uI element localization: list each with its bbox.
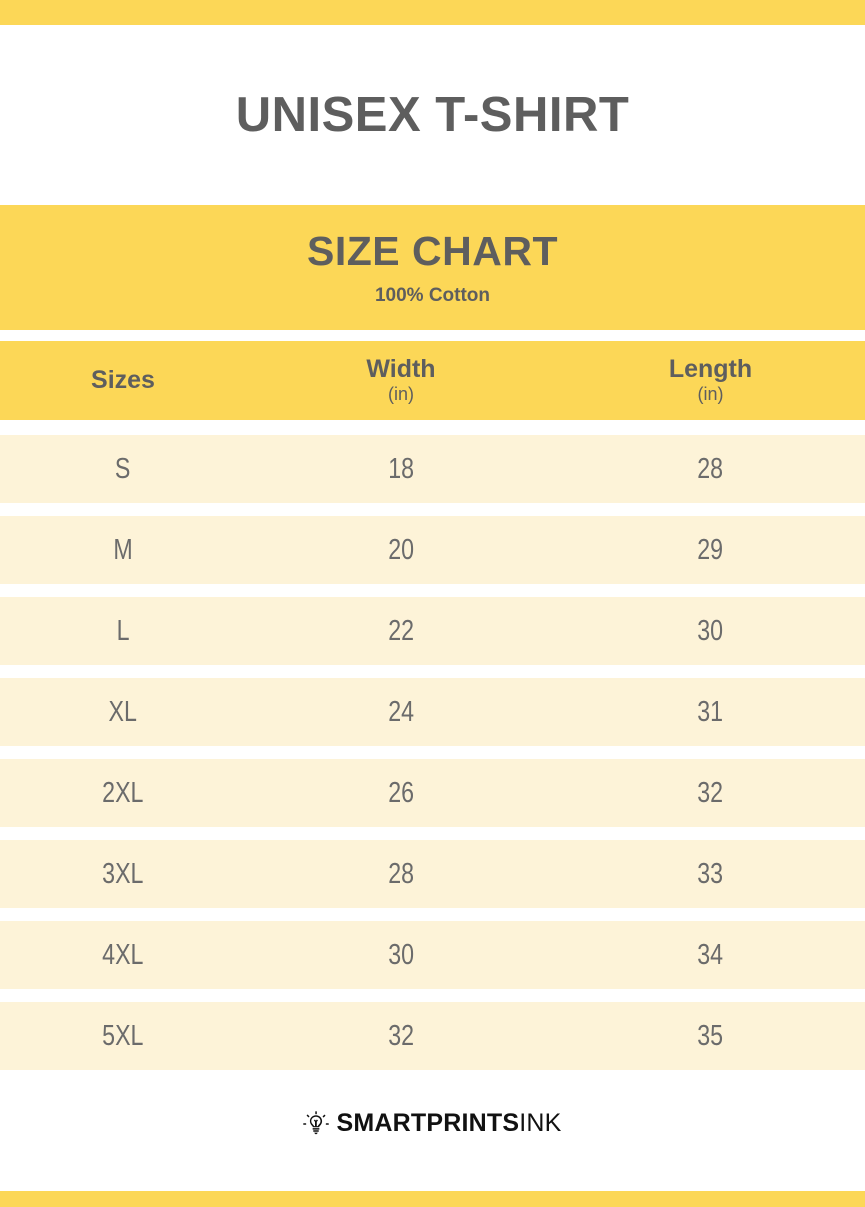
lightbulb-icon	[303, 1110, 330, 1137]
cell-width-value: 30	[388, 938, 414, 971]
cell-length-value: 32	[697, 776, 724, 809]
brand-logo: SMARTPRINTSINK	[303, 1111, 561, 1137]
cell-size: L	[0, 614, 246, 647]
cell-width-value: 26	[388, 776, 414, 809]
cell-size-value: 3XL	[102, 857, 144, 890]
table-header-row: Sizes Width (in) Length (in)	[0, 341, 865, 420]
table-row: 2XL 26 32	[0, 759, 865, 827]
banner-divider	[0, 330, 865, 341]
cell-length: 32	[556, 776, 865, 809]
product-title-section: UNISEX T-SHIRT	[0, 25, 865, 205]
cell-length-value: 35	[697, 1019, 724, 1052]
header-cell-sizes: Sizes	[0, 368, 246, 393]
cell-length: 30	[556, 614, 865, 647]
cell-width-value: 22	[388, 614, 414, 647]
bottom-accent-bar	[0, 1191, 865, 1207]
cell-length-value: 31	[697, 695, 724, 728]
header-cell-length: Length (in)	[556, 356, 865, 404]
cell-width: 22	[246, 614, 556, 647]
header-cell-width: Width (in)	[246, 356, 556, 404]
cell-width: 30	[246, 938, 556, 971]
cell-size-value: XL	[108, 695, 138, 728]
cell-length-value: 33	[697, 857, 724, 890]
cell-size-value: 5XL	[102, 1019, 144, 1052]
brand-wordmark: SMARTPRINTSINK	[336, 1111, 561, 1136]
cell-width: 32	[246, 1019, 556, 1052]
cell-size-value: 4XL	[102, 938, 144, 971]
cell-size: 5XL	[0, 1019, 246, 1052]
cell-length-value: 29	[697, 533, 724, 566]
header-unit-width: (in)	[388, 383, 414, 404]
table-row: 5XL 32 35	[0, 1002, 865, 1070]
cell-width-value: 28	[388, 857, 414, 890]
cell-length: 35	[556, 1019, 865, 1052]
cell-size: XL	[0, 695, 246, 728]
page-title: UNISEX T-SHIRT	[235, 87, 630, 142]
cell-width: 28	[246, 857, 556, 890]
cell-size-value: L	[116, 614, 130, 647]
size-table: Sizes Width (in) Length (in) S 18 28 M 20 29 L…	[0, 341, 865, 1070]
cell-size-value: M	[113, 533, 133, 566]
cell-length-value: 34	[697, 938, 724, 971]
header-row-divider	[0, 420, 865, 435]
cell-length: 29	[556, 533, 865, 566]
cell-size: 3XL	[0, 857, 246, 890]
cell-width: 20	[246, 533, 556, 566]
cell-width-value: 32	[388, 1019, 414, 1052]
table-row: XL 24 31	[0, 678, 865, 746]
table-row: M 20 29	[0, 516, 865, 584]
brand-name-secondary: INK	[519, 1109, 562, 1137]
cell-length: 31	[556, 695, 865, 728]
table-row: L 22 30	[0, 597, 865, 665]
cell-width: 26	[246, 776, 556, 809]
cell-size-value: S	[115, 452, 131, 485]
banner-title: SIZE CHART	[307, 228, 558, 275]
table-row: 4XL 30 34	[0, 921, 865, 989]
banner-subtitle: 100% Cotton	[374, 284, 491, 306]
header-label-length: Length	[668, 355, 753, 384]
cell-size-value: 2XL	[102, 776, 144, 809]
cell-length-value: 30	[697, 614, 724, 647]
table-row: S 18 28	[0, 435, 865, 503]
cell-width-value: 24	[388, 695, 414, 728]
cell-size: M	[0, 533, 246, 566]
cell-length-value: 28	[697, 452, 724, 485]
table-row: 3XL 28 33	[0, 840, 865, 908]
header-unit-length: (in)	[697, 383, 724, 404]
table-body: S 18 28 M 20 29 L 22 30 XL 24 31 2XL 26 32 3XL 28 33 4XL 30…	[0, 435, 865, 1070]
cell-size: 2XL	[0, 776, 246, 809]
cell-width: 24	[246, 695, 556, 728]
cell-width-value: 18	[388, 452, 414, 485]
cell-length: 33	[556, 857, 865, 890]
cell-size: S	[0, 452, 246, 485]
cell-width: 18	[246, 452, 556, 485]
header-label-width: Width	[366, 355, 436, 384]
brand-name-primary: SMARTPRINTS	[336, 1109, 520, 1137]
cell-width-value: 20	[388, 533, 414, 566]
cell-length: 28	[556, 452, 865, 485]
cell-size: 4XL	[0, 938, 246, 971]
footer-section: SMARTPRINTSINK	[0, 1070, 865, 1207]
size-chart-banner: SIZE CHART 100% Cotton	[0, 205, 865, 330]
top-accent-bar	[0, 0, 865, 25]
header-label-sizes: Sizes	[91, 366, 155, 394]
cell-length: 34	[556, 938, 865, 971]
